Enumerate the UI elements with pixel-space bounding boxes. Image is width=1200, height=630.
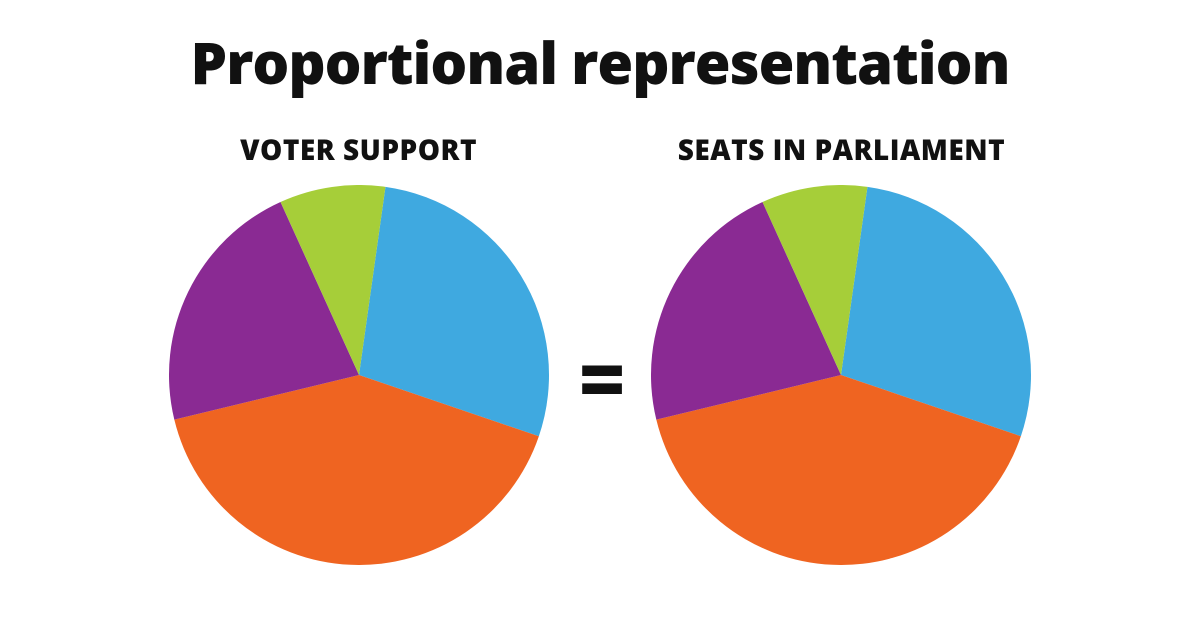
left-chart-label: VOTER SUPPORT: [240, 131, 477, 169]
infographic-container: Proportional representation VOTER SUPPOR…: [0, 0, 1200, 630]
left-pie-chart: [169, 185, 549, 570]
charts-row: VOTER SUPPORT = SEATS IN PARLIAMENT: [0, 131, 1200, 570]
right-pie-chart: [651, 185, 1031, 570]
equals-symbol: =: [579, 338, 622, 418]
right-chart-label: SEATS IN PARLIAMENT: [678, 131, 1005, 169]
right-chart-column: SEATS IN PARLIAMENT: [651, 131, 1031, 570]
left-chart-column: VOTER SUPPORT: [169, 131, 549, 570]
main-title: Proportional representation: [191, 22, 1010, 101]
